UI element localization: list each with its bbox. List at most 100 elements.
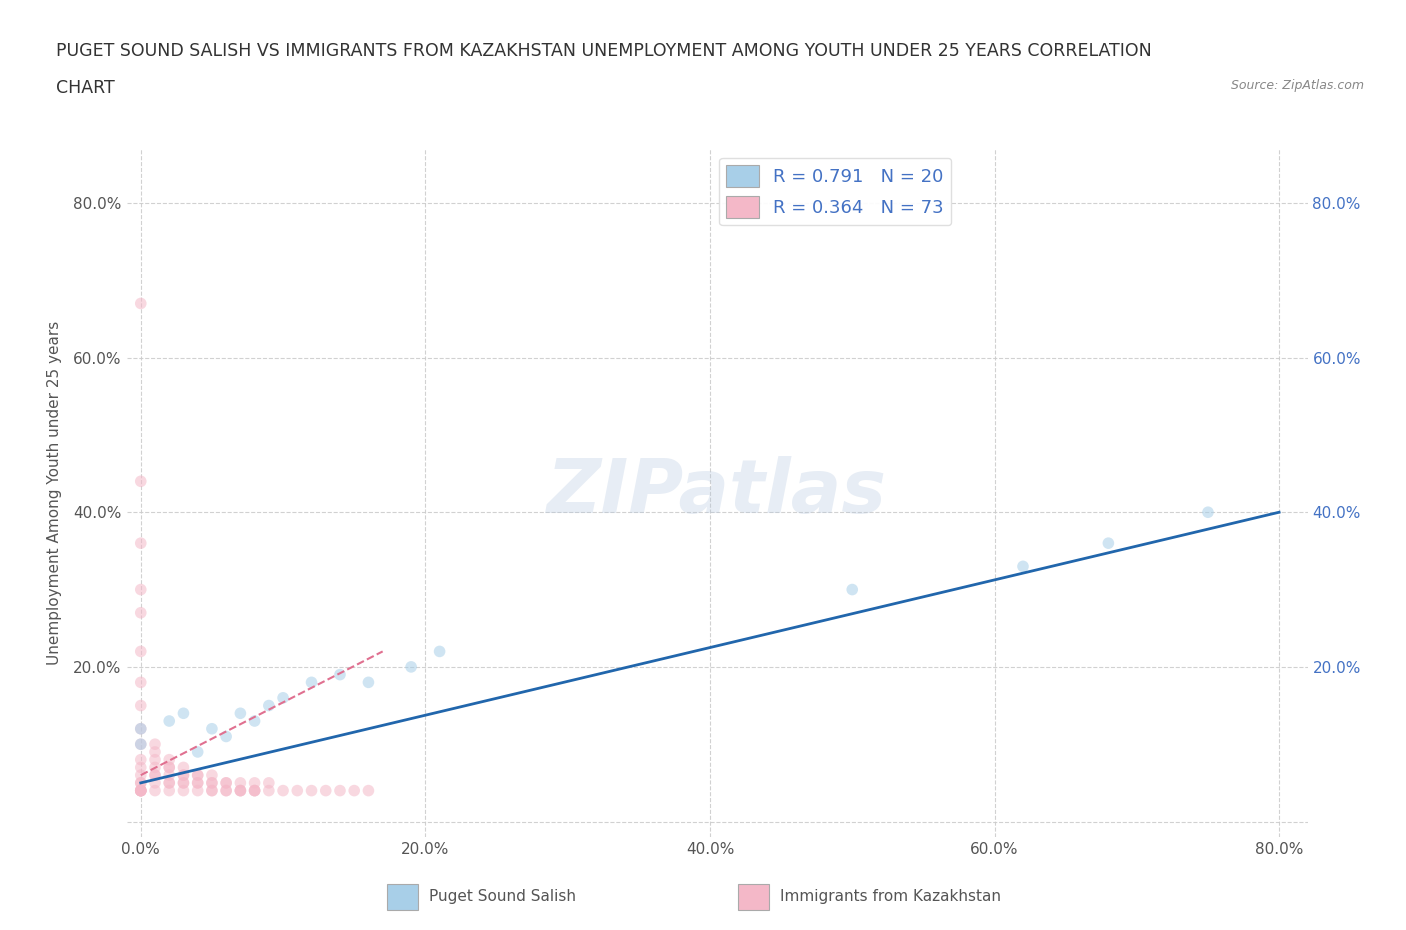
Point [157,767,180,782]
Point [329,667,352,682]
Point [172,776,194,790]
Point [129,783,152,798]
Point [229,776,252,790]
Point [357,783,380,798]
Point [129,783,152,798]
Point [215,783,238,798]
Point [129,783,152,798]
Text: Source: ZipAtlas.com: Source: ZipAtlas.com [1230,79,1364,92]
Point [157,760,180,775]
Text: Immigrants from Kazakhstan: Immigrants from Kazakhstan [780,889,1001,904]
Point [129,776,152,790]
Point [229,783,252,798]
Point [243,783,266,798]
Point [129,783,152,798]
Point [201,776,224,790]
Point [172,706,194,721]
Point [143,745,166,760]
Point [157,783,180,798]
Y-axis label: Unemployment Among Youth under 25 years: Unemployment Among Youth under 25 years [46,321,62,665]
Point [129,783,152,798]
Point [201,767,224,782]
Point [172,783,194,798]
Point [157,760,180,775]
Text: PUGET SOUND SALISH VS IMMIGRANTS FROM KAZAKHSTAN UNEMPLOYMENT AMONG YOUTH UNDER : PUGET SOUND SALISH VS IMMIGRANTS FROM KA… [56,42,1152,60]
Point [271,783,294,798]
Point [157,776,180,790]
Point [841,582,863,597]
Point [129,722,152,737]
Point [215,783,238,798]
Point [129,474,152,489]
Point [143,737,166,751]
Point [229,783,252,798]
Point [429,644,451,658]
Point [343,783,366,798]
Point [143,767,166,782]
Point [187,745,209,760]
Point [129,752,152,767]
Point [357,675,380,690]
Point [257,776,280,790]
Point [243,776,266,790]
Point [129,536,152,551]
Point [172,767,194,782]
Point [271,690,294,705]
Point [143,752,166,767]
Point [157,752,180,767]
Point [129,698,152,713]
Point [285,783,308,798]
Point [215,729,238,744]
Text: Puget Sound Salish: Puget Sound Salish [429,889,576,904]
Point [257,698,280,713]
Point [143,783,166,798]
Point [201,722,224,737]
Point [301,783,323,798]
Point [229,783,252,798]
Point [129,722,152,737]
Point [201,776,224,790]
Point [187,776,209,790]
Point [257,783,280,798]
Point [129,737,152,751]
Point [129,644,152,658]
Point [1197,505,1219,520]
Point [399,659,422,674]
Point [157,776,180,790]
Point [129,737,152,751]
Point [129,582,152,597]
Point [143,767,166,782]
Point [129,675,152,690]
Legend: R = 0.791   N = 20, R = 0.364   N = 73: R = 0.791 N = 20, R = 0.364 N = 73 [718,158,952,225]
Point [329,783,352,798]
Point [243,783,266,798]
Point [1097,536,1119,551]
Point [172,776,194,790]
Text: CHART: CHART [56,79,115,97]
Point [129,760,152,775]
Point [143,776,166,790]
Point [215,776,238,790]
Point [143,760,166,775]
Point [187,776,209,790]
Point [1012,559,1035,574]
Point [129,767,152,782]
Point [187,767,209,782]
Point [243,713,266,728]
Point [201,783,224,798]
Point [129,605,152,620]
Point [129,783,152,798]
Point [129,776,152,790]
Point [229,706,252,721]
Point [172,760,194,775]
Point [187,767,209,782]
Point [129,296,152,311]
Point [172,767,194,782]
Point [157,713,180,728]
Point [187,783,209,798]
Text: ZIPatlas: ZIPatlas [547,457,887,529]
Point [201,783,224,798]
Point [215,776,238,790]
Point [301,675,323,690]
Point [315,783,337,798]
